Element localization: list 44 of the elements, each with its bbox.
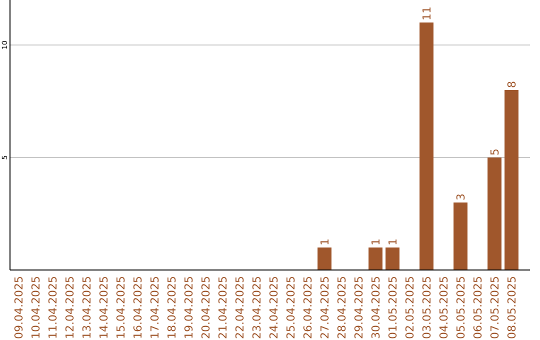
bar <box>420 22 434 270</box>
data-label: 3 <box>454 194 468 200</box>
data-label: 1 <box>318 238 332 246</box>
x-tick-label: 13.04.2025 <box>80 276 94 339</box>
x-tick-label: 19.04.2025 <box>182 276 196 339</box>
x-tick-label: 02.05.2025 <box>404 276 416 339</box>
x-tick-label: 30.04.2025 <box>370 276 382 339</box>
x-tick-label: 01.05.2025 <box>386 276 400 339</box>
x-tick-label: 17.04.2025 <box>148 276 162 339</box>
x-tick-label: 09.04.2025 <box>12 276 26 339</box>
x-tick-label: 11.04.2025 <box>46 276 60 339</box>
x-tick-label: 05.05.2025 <box>454 276 468 339</box>
bar <box>504 90 518 270</box>
data-label: 1 <box>386 238 400 246</box>
bar <box>488 158 502 270</box>
data-label: 8 <box>506 81 518 88</box>
data-label: 1 <box>370 238 382 246</box>
x-tick-label: 18.04.2025 <box>166 276 178 339</box>
x-tick-label: 07.05.2025 <box>488 276 502 339</box>
bar <box>386 248 400 270</box>
x-tick-label: 28.04.2025 <box>336 276 348 339</box>
bar <box>368 248 382 270</box>
x-tick-label: 26.04.2025 <box>302 276 314 339</box>
x-tick-label: 04.05.2025 <box>438 276 450 339</box>
x-tick-label: 06.05.2025 <box>472 276 484 339</box>
x-tick-label: 21.04.2025 <box>216 276 230 339</box>
x-tick-label: 12.04.2025 <box>64 276 76 339</box>
data-label: 5 <box>488 148 502 156</box>
x-tick-label: 15.04.2025 <box>114 276 128 339</box>
x-tick-label: 27.04.2025 <box>318 276 332 339</box>
x-tick-label: 24.04.2025 <box>268 276 280 339</box>
x-tick-label: 16.04.2025 <box>132 276 144 339</box>
x-tick-label: 08.05.2025 <box>506 276 518 339</box>
x-tick-label: 03.05.2025 <box>420 276 434 339</box>
x-tick-label: 14.04.2025 <box>98 276 110 339</box>
x-tick-label: 10.04.2025 <box>30 276 42 339</box>
x-tick-label: 23.04.2025 <box>250 276 264 339</box>
x-tick-label: 22.04.2025 <box>234 276 246 339</box>
x-tick-label: 20.04.2025 <box>200 276 212 339</box>
bar <box>454 202 468 270</box>
x-tick-label: 25.04.2025 <box>284 276 298 339</box>
bar <box>318 248 332 270</box>
x-tick-label: 29.04.2025 <box>352 276 366 339</box>
data-label: 11 <box>420 6 434 20</box>
